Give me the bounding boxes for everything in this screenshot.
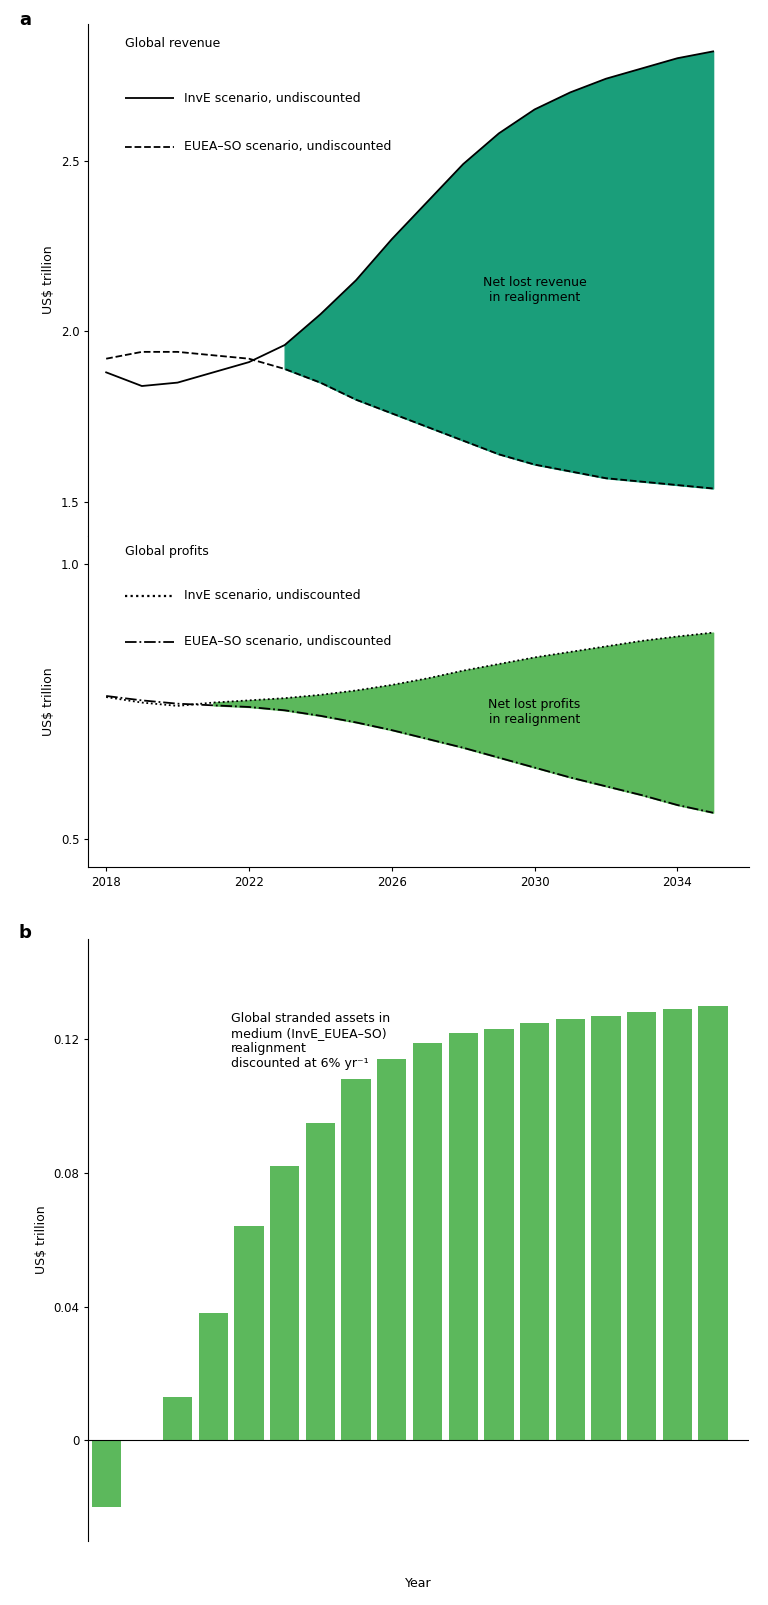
Bar xyxy=(306,1124,335,1440)
Text: Global stranded assets in
medium (InvE_EUEA–SO)
realignment
discounted at 6% yr⁻: Global stranded assets in medium (InvE_E… xyxy=(231,1013,390,1071)
Bar xyxy=(485,1029,514,1440)
Bar xyxy=(413,1043,442,1440)
Bar xyxy=(234,1226,263,1440)
Text: Net lost revenue
in realignment: Net lost revenue in realignment xyxy=(483,276,587,305)
Bar xyxy=(698,1006,728,1440)
Text: EUEA–SO scenario, undiscounted: EUEA–SO scenario, undiscounted xyxy=(184,636,392,648)
Text: Global revenue: Global revenue xyxy=(124,37,220,50)
Y-axis label: US$ trillion: US$ trillion xyxy=(42,246,55,315)
Bar xyxy=(91,1440,121,1507)
Text: b: b xyxy=(19,924,31,942)
Bar xyxy=(627,1013,657,1440)
Bar xyxy=(591,1016,621,1440)
Bar xyxy=(163,1396,192,1440)
Bar xyxy=(663,1010,692,1440)
Text: EUEA–SO scenario, undiscounted: EUEA–SO scenario, undiscounted xyxy=(184,141,392,154)
Text: InvE scenario, undiscounted: InvE scenario, undiscounted xyxy=(184,589,361,602)
Bar xyxy=(342,1079,371,1440)
Y-axis label: US$ trillion: US$ trillion xyxy=(42,668,55,735)
Text: a: a xyxy=(19,11,31,29)
Bar xyxy=(556,1019,585,1440)
Text: InvE scenario, undiscounted: InvE scenario, undiscounted xyxy=(184,91,361,104)
Text: Year: Year xyxy=(406,1576,432,1591)
Text: Global profits: Global profits xyxy=(124,544,208,557)
Bar xyxy=(377,1059,406,1440)
Text: Net lost profits
in realignment: Net lost profits in realignment xyxy=(488,698,581,727)
Bar xyxy=(520,1022,549,1440)
Bar xyxy=(449,1032,478,1440)
Y-axis label: US$ trillion: US$ trillion xyxy=(35,1205,48,1274)
Bar xyxy=(270,1167,300,1440)
Bar xyxy=(199,1313,228,1440)
